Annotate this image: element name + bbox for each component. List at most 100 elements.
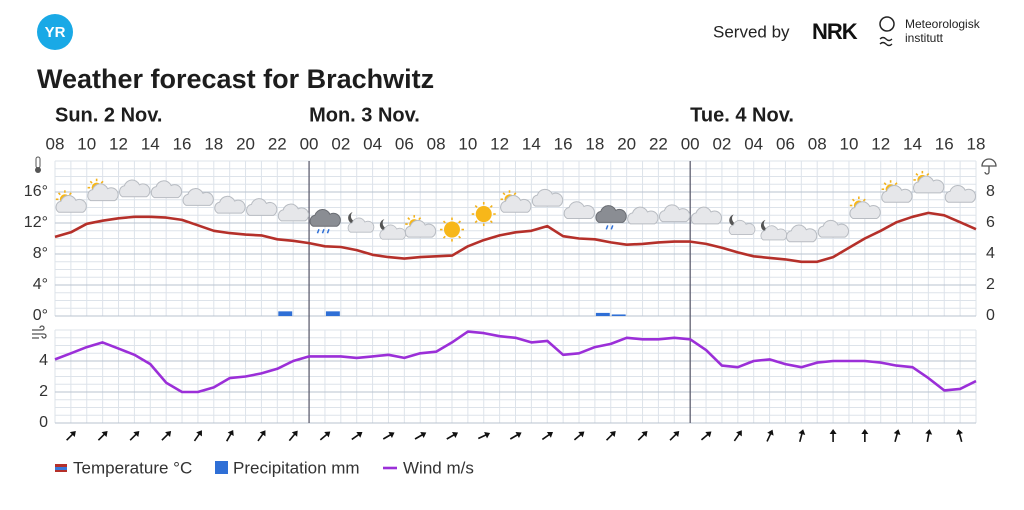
hour-label: 18 [204,134,223,153]
sun-ray [442,235,446,239]
y-tick-label: 12° [24,214,48,231]
wind-arrow [319,431,331,441]
hour-label: 06 [776,134,795,153]
weather-icon [595,205,627,230]
hour-label: 18 [967,134,986,153]
wind-arrow [414,431,427,440]
cloud [55,195,87,213]
weather-icon [817,219,849,238]
wind-arrow [97,431,108,441]
wind-arrow [193,430,202,442]
sun-ray [862,198,866,202]
wind-arrow [351,431,363,441]
hour-label: 08 [427,134,446,153]
sun-ray [418,217,422,221]
hour-label: 16 [173,134,192,153]
weather-icon [439,217,464,242]
cloud [214,195,246,214]
sun-ray [89,180,93,184]
weather-icon [531,188,564,207]
hour-label: 22 [649,134,668,153]
wind-arrow [829,429,837,442]
arrow-head [291,430,298,437]
line [54,330,977,394]
wind-arrow [605,431,616,441]
sun-ray [458,235,462,239]
arrow-head [515,431,522,439]
sun-ray [474,204,478,208]
wind-arrow [956,429,963,443]
rain-drop [321,228,325,234]
hour-label: 14 [903,134,922,153]
y-tick-label: 4° [33,276,48,293]
sun-ray [489,220,493,224]
cloud [913,175,945,194]
y-tick-label: 4 [39,352,48,369]
wind-arrow [477,431,491,440]
wind-arrow [225,429,234,442]
wind-arrow [257,430,266,442]
hour-label: 08 [808,134,827,153]
hour-label: 10 [458,134,477,153]
weather-icon [55,190,87,213]
wind-arrow [766,429,774,442]
wind-arrow [637,431,648,441]
y2-tick-label: 0 [986,307,995,324]
hour-label: 00 [300,134,319,153]
sun-ray [502,192,506,196]
hour-label: 22 [268,134,287,153]
sun-ray [489,204,493,208]
arrow-head [69,431,76,438]
yr-logo-text: YR [45,24,66,41]
arrow-head [736,430,742,437]
y-tick-label: 16° [24,183,48,200]
legend-swatch [55,464,67,467]
cloud [150,180,183,199]
arrow-head [165,431,172,438]
cloud [690,206,722,225]
served-by: Served by [713,22,790,41]
hour-label: 20 [617,134,636,153]
cloud [786,224,818,243]
hour-label: 02 [712,134,731,153]
arrow-head [259,430,266,437]
precipitation-bar [325,311,340,316]
y2-tick-label: 4 [986,245,995,262]
weather-icon [379,219,406,240]
cloud [849,201,881,219]
rain-drop [605,225,609,230]
weather-icon [471,202,496,227]
cloud [404,219,437,238]
y-tick-label: 2 [39,383,48,400]
hour-label: 16 [935,134,954,153]
wind-arrow [161,431,172,441]
precipitation-bar [595,312,610,316]
legend-swatch [215,461,228,474]
day-label: Mon. 3 Nov. [309,104,420,126]
arrow-head [324,431,331,438]
wind-arrow [129,431,140,441]
weather-icon [182,188,214,206]
cloud [87,183,119,202]
sun [475,206,492,223]
weather-icon [246,198,278,216]
hour-label: 18 [585,134,604,153]
hour-label: 12 [871,134,890,153]
offset [728,219,756,235]
rain-drop [610,225,614,230]
wind-arrow [700,431,712,441]
sun-ray [851,198,855,202]
wind-arrow [382,431,395,440]
hour-label: 02 [331,134,350,153]
cloud [658,204,691,223]
wind-arrow [733,430,742,442]
met-logo [879,16,895,32]
day-label: Sun. 2 Nov. [55,104,162,126]
arrow-head [196,430,202,437]
weather-icon [913,170,945,194]
cloud [531,188,564,207]
yr-logo [37,14,73,50]
weather-icon [563,201,595,219]
hour-label: 10 [77,134,96,153]
wind-arrow [66,431,76,441]
